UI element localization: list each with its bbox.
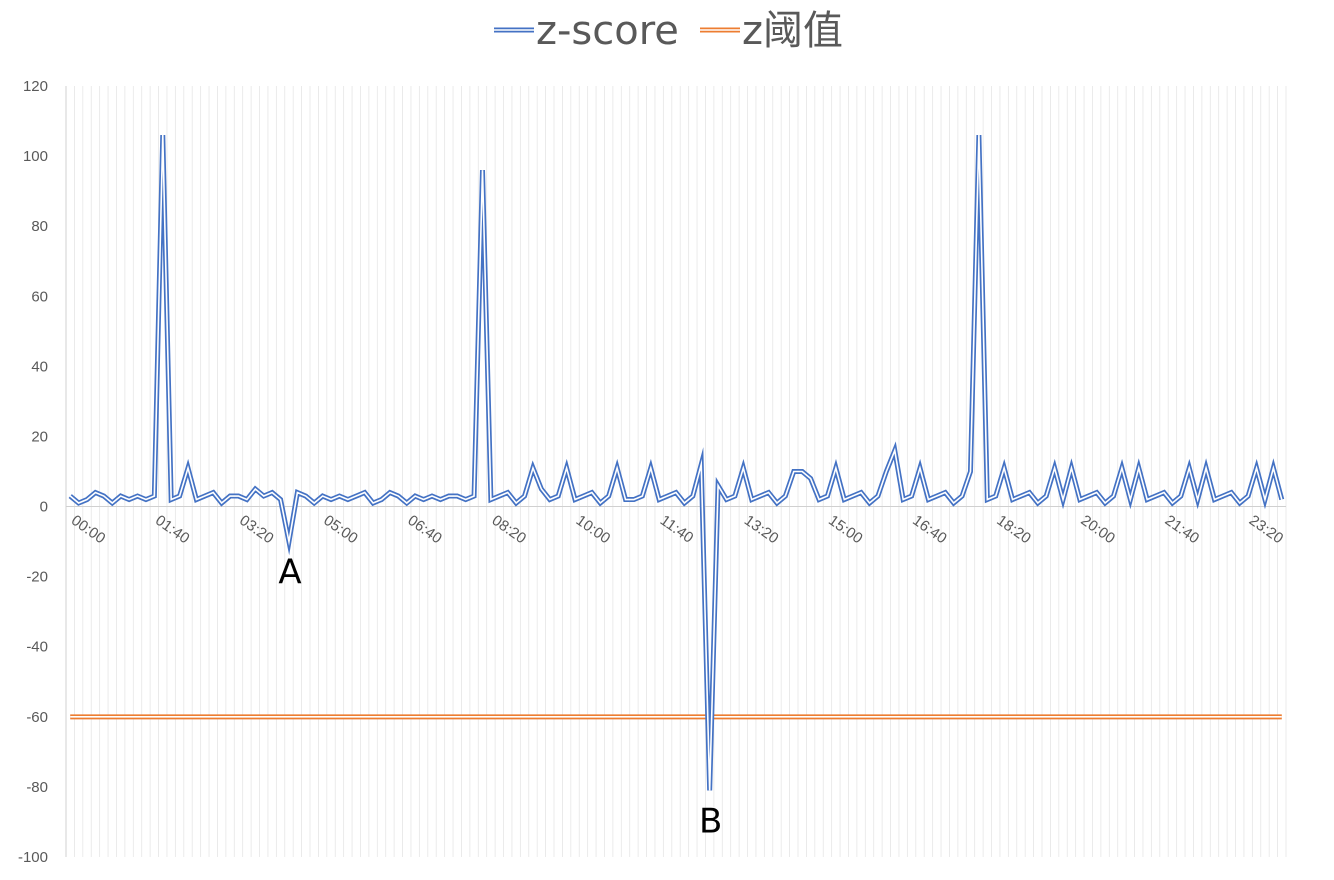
legend-item-threshold: z阈值 bbox=[700, 8, 843, 54]
y-tick-label: 40 bbox=[31, 358, 48, 375]
zscore-series-line-outer bbox=[68, 134, 1285, 791]
series-group bbox=[68, 134, 1285, 791]
y-tick-label: 100 bbox=[23, 148, 48, 165]
x-tick-label: 13:20 bbox=[741, 512, 782, 547]
x-tick-label: 01:40 bbox=[152, 512, 193, 547]
x-tick-label: 15:00 bbox=[825, 512, 866, 547]
y-tick-label: 0 bbox=[40, 499, 48, 516]
axes bbox=[65, 86, 1286, 857]
y-tick-label: -40 bbox=[26, 639, 48, 656]
y-axis-tick-labels: -100 -80 -60 -40 -20 0 20 40 60 80 100 120 bbox=[18, 78, 48, 866]
x-tick-label: 08:20 bbox=[489, 512, 530, 547]
x-axis-tick-labels: 00:00 01:40 03:20 05:00 06:40 08:20 10:00 11:40… bbox=[68, 512, 1286, 547]
annotation-b: B bbox=[699, 801, 722, 841]
y-tick-label: -20 bbox=[26, 569, 48, 586]
x-tick-label: 20:00 bbox=[1078, 512, 1119, 547]
x-tick-label: 00:00 bbox=[68, 512, 109, 547]
annotations: AB bbox=[278, 553, 722, 842]
grid bbox=[65, 86, 1287, 857]
legend-label: z-score bbox=[536, 8, 679, 54]
y-tick-label: -80 bbox=[26, 779, 48, 796]
x-tick-label: 21:40 bbox=[1162, 512, 1203, 547]
x-tick-label: 23:20 bbox=[1246, 512, 1287, 547]
legend: z-score z阈值 bbox=[494, 8, 843, 54]
x-tick-label: 10:00 bbox=[573, 512, 614, 547]
zscore-series-line-inner bbox=[69, 135, 1283, 791]
y-tick-label: 120 bbox=[23, 78, 48, 95]
y-tick-label: -60 bbox=[26, 709, 48, 726]
x-tick-label: 11:40 bbox=[657, 512, 697, 547]
x-tick-label: 18:20 bbox=[993, 512, 1034, 547]
y-tick-label: -100 bbox=[18, 849, 48, 866]
x-tick-label: 05:00 bbox=[320, 512, 361, 547]
x-tick-label: 16:40 bbox=[909, 512, 950, 547]
annotation-a: A bbox=[278, 553, 301, 593]
y-tick-label: 20 bbox=[31, 428, 48, 445]
y-tick-label: 80 bbox=[31, 218, 48, 235]
legend-label: z阈值 bbox=[742, 8, 843, 54]
x-tick-label: 06:40 bbox=[404, 512, 445, 547]
x-tick-label: 03:20 bbox=[236, 512, 277, 547]
legend-item-zscore: z-score bbox=[494, 8, 679, 54]
y-tick-label: 60 bbox=[31, 288, 48, 305]
